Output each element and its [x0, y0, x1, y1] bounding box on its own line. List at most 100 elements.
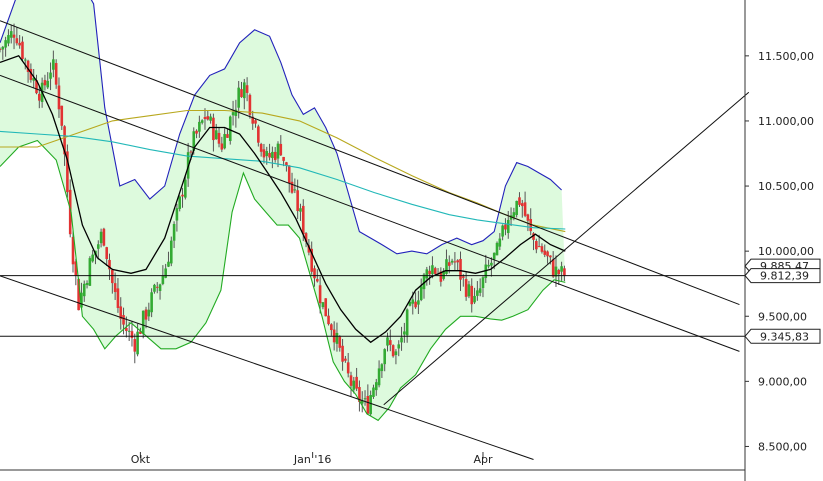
candle-body: [377, 368, 381, 386]
candle-body: [130, 331, 134, 339]
candle-body: [445, 259, 448, 274]
price-tag-box: [744, 328, 821, 344]
candle-body: [358, 387, 361, 402]
candle-body: [431, 265, 434, 275]
candle-body: [0, 48, 2, 50]
candle-body: [450, 260, 454, 263]
candle-body: [504, 224, 507, 230]
candle-body: [459, 258, 462, 280]
candle-body: [203, 116, 207, 120]
candle-body: [487, 264, 490, 267]
candle-body: [240, 89, 243, 98]
candle-body: [509, 215, 513, 220]
candle-body: [212, 117, 215, 141]
candle-body: [276, 143, 280, 159]
candle-body: [338, 336, 342, 348]
candle-body: [273, 151, 277, 161]
candle-body: [99, 231, 103, 244]
candle-body: [181, 194, 184, 197]
time-axis: Okt Jan '16 Apr: [0, 452, 745, 471]
candle-body: [68, 189, 72, 235]
candle-body: [88, 258, 92, 286]
series-line-sma-20: [0, 55, 566, 344]
candle-body: [397, 344, 401, 349]
candle-body: [478, 288, 482, 293]
candle-body: [344, 358, 347, 361]
candle-body: [442, 270, 445, 279]
candle-body: [77, 279, 80, 311]
candle-body: [405, 309, 409, 336]
candle-body: [15, 38, 19, 44]
horizontal-levels: [0, 275, 745, 337]
price-tag-label: 9.345,83: [760, 330, 809, 343]
candle-body: [307, 245, 311, 253]
candle-body: [189, 151, 193, 153]
candle-body: [518, 197, 521, 205]
candle-body: [38, 93, 41, 101]
candle-body: [7, 35, 10, 44]
candle-body: [282, 156, 285, 161]
trend-line: [0, 275, 534, 460]
candle-body: [318, 285, 322, 304]
y-tick-label: 10.500,00: [758, 180, 814, 193]
candle-body: [248, 94, 252, 115]
candle-body: [279, 143, 283, 156]
trend-line: [383, 91, 750, 406]
candle-body: [169, 240, 173, 264]
candle-body: [63, 126, 66, 155]
candle-body: [214, 130, 218, 140]
series-line-ma-100: [0, 109, 566, 233]
candle-body: [293, 189, 297, 191]
candle-body: [453, 261, 457, 263]
candle-body: [4, 40, 7, 48]
candle-body: [46, 80, 50, 88]
candle-body: [85, 283, 89, 285]
candle-body: [29, 68, 33, 80]
candle-body: [341, 345, 344, 362]
candle-body: [540, 246, 544, 252]
trend-line: [0, 20, 740, 305]
candle-body: [506, 219, 510, 234]
candle-body: [299, 208, 302, 212]
candle-body: [200, 120, 204, 123]
candle-body: [391, 345, 395, 357]
candle-body: [144, 309, 148, 320]
candle-body: [543, 250, 547, 255]
candle-body: [296, 190, 299, 212]
candle-body: [257, 126, 260, 143]
candle-body: [316, 279, 319, 282]
candle-body: [386, 337, 389, 346]
candle-body: [147, 309, 151, 317]
candle-body: [360, 400, 364, 404]
candle-body: [254, 120, 257, 124]
candle-body: [71, 236, 75, 265]
candle-body: [495, 242, 499, 256]
candle-body: [419, 286, 423, 301]
candle-body: [52, 59, 55, 70]
candle-body: [349, 375, 353, 386]
candle-body: [251, 116, 255, 124]
price-tag-box: [744, 268, 821, 284]
candle-body: [228, 116, 232, 142]
candle-body: [139, 331, 142, 334]
candle-body: [433, 268, 437, 274]
candle-body: [394, 351, 398, 356]
candle-body: [172, 223, 176, 241]
candle-body: [206, 116, 210, 120]
candle-body: [304, 233, 308, 242]
candle-body: [462, 276, 465, 278]
candle-body: [551, 259, 555, 277]
candle-body: [184, 179, 187, 198]
candle-body: [74, 261, 78, 276]
candle-body: [96, 244, 100, 249]
candle-body: [537, 246, 541, 248]
candle-body: [141, 310, 145, 334]
candle-body: [231, 112, 235, 116]
candle-body: [209, 116, 212, 121]
candle-body: [220, 143, 224, 150]
candle-body: [526, 214, 530, 221]
candle-body: [330, 324, 333, 331]
candlesticks: [0, 23, 566, 416]
candle-body: [259, 144, 263, 152]
